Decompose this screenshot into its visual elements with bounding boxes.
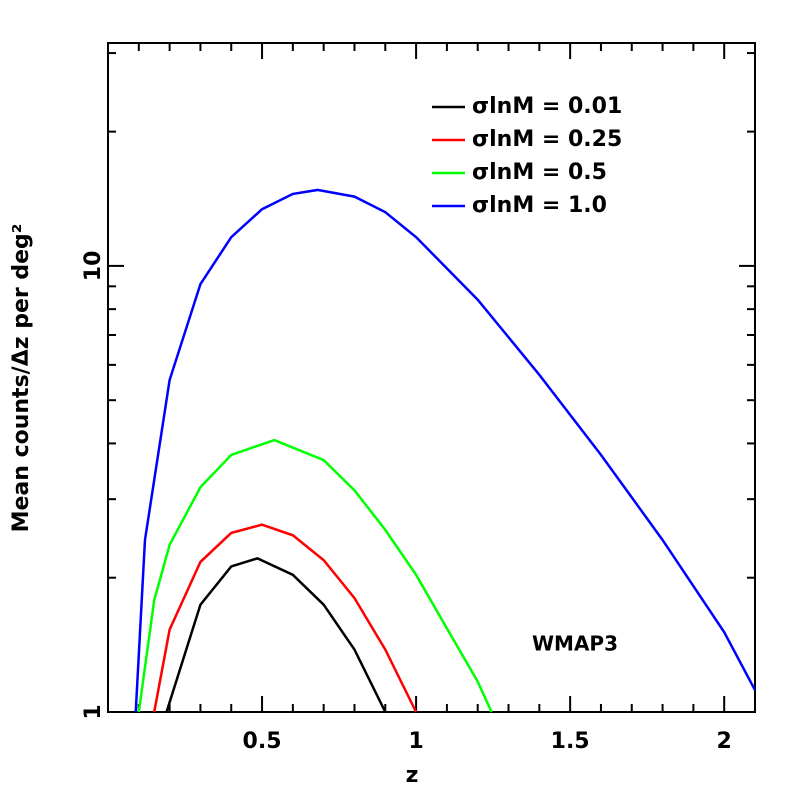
x-tick-label: 0.5	[243, 729, 282, 754]
plot-frame	[107, 42, 756, 713]
y-tick-label: 10	[81, 251, 106, 282]
data-line	[134, 188, 757, 713]
legend-label: σlnM = 1.0	[472, 193, 607, 218]
data-line	[152, 523, 418, 713]
data-line	[137, 438, 493, 713]
legend-label: σlnM = 0.25	[472, 127, 622, 152]
x-tick-label: 2	[717, 729, 732, 754]
x-tick-label: 1.5	[551, 729, 590, 754]
x-axis-label: z	[406, 763, 419, 788]
annotation: WMAP3	[532, 632, 618, 656]
legend-label: σlnM = 0.01	[472, 94, 622, 119]
y-axis-label: Mean counts/Δz per deg²	[9, 224, 34, 533]
legend-label: σlnM = 0.5	[472, 160, 607, 185]
y-tick-label: 1	[81, 704, 106, 719]
x-tick-label: 1	[408, 729, 423, 754]
data-line	[165, 557, 387, 713]
